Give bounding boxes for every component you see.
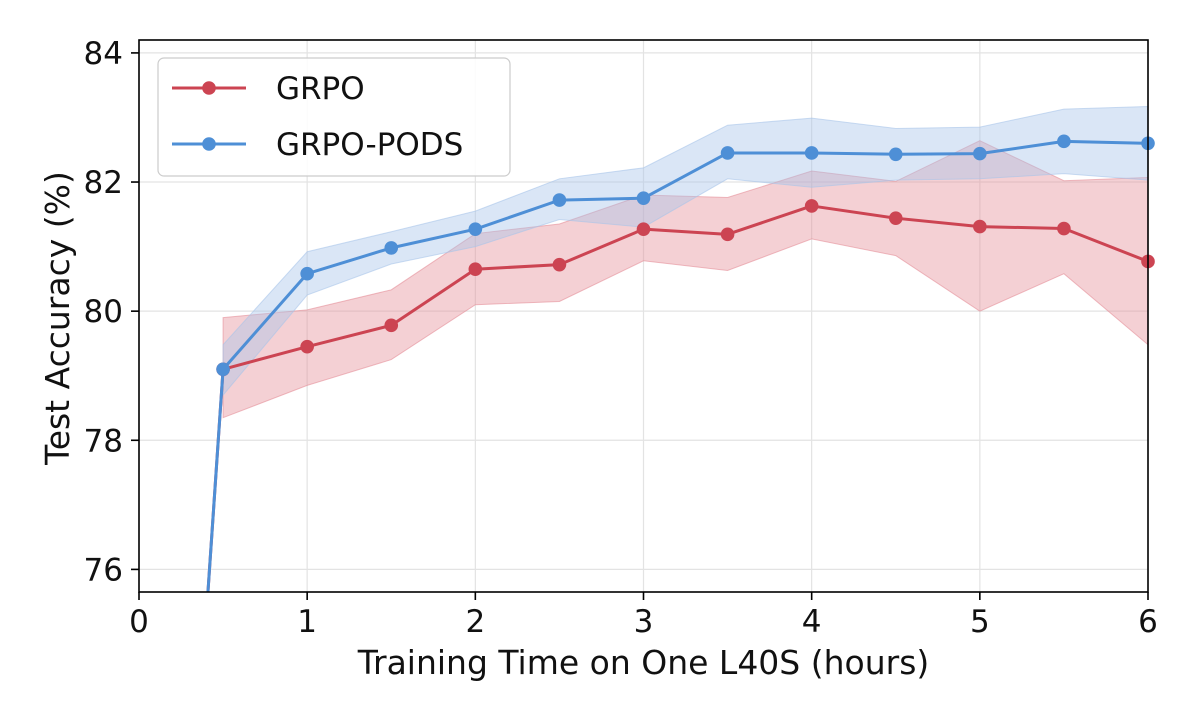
grpo-pods-point <box>1057 134 1071 149</box>
grpo-pods-point <box>384 241 399 255</box>
grpo-point <box>636 222 651 236</box>
grpo-point <box>1057 221 1071 236</box>
grpo-pods-point <box>636 191 651 205</box>
grpo-point <box>552 257 567 272</box>
grpo-point <box>384 318 399 333</box>
x-tick-label: 3 <box>634 604 654 640</box>
y-tick-label: 78 <box>84 423 123 459</box>
grpo-pods-point <box>888 147 903 162</box>
y-axis-label: Test Accuracy (%) <box>38 171 77 466</box>
x-tick-label: 4 <box>802 604 822 640</box>
x-tick-label: 5 <box>970 604 990 640</box>
grpo-point <box>973 219 987 234</box>
legend-grpo-pods-label: GRPO-PODS <box>276 127 463 163</box>
grpo-pods-point <box>552 193 567 207</box>
grpo-pods-point <box>973 146 987 161</box>
series-points <box>216 134 1155 377</box>
grpo-point <box>468 262 483 276</box>
legend: GRPO GRPO-PODS <box>157 57 511 177</box>
grpo-point <box>720 227 735 242</box>
grpo-pods-point <box>720 146 735 160</box>
x-tick-label: 0 <box>129 604 149 640</box>
grpo-pods-point <box>468 222 483 236</box>
grpo-pods-point <box>804 146 819 160</box>
x-tick-label: 1 <box>297 604 317 640</box>
y-tick-label: 82 <box>84 165 123 201</box>
legend-grpo-pods-marker <box>202 137 216 151</box>
y-tick-label: 84 <box>84 36 123 72</box>
confidence-bands <box>222 105 1148 419</box>
grpo-pods-point <box>300 266 314 281</box>
x-axis-label: Training Time on One L40S (hours) <box>357 643 930 682</box>
grpo-point <box>888 211 903 225</box>
grpo-point <box>804 199 819 213</box>
y-tick-label: 80 <box>84 294 123 330</box>
y-tick-label: 76 <box>84 552 123 588</box>
grpo-band <box>222 140 1148 419</box>
grpo-point <box>300 339 314 354</box>
legend-grpo-marker <box>202 81 216 95</box>
x-tick-label: 2 <box>465 604 485 640</box>
x-tick-label: 6 <box>1138 604 1158 640</box>
axis-ticks: 0 1 2 3 4 5 6 76 78 80 82 84 <box>84 36 1158 640</box>
grpo-pods-point <box>216 362 230 377</box>
legend-grpo-label: GRPO <box>276 71 365 107</box>
grpo-pods-band <box>222 105 1148 397</box>
